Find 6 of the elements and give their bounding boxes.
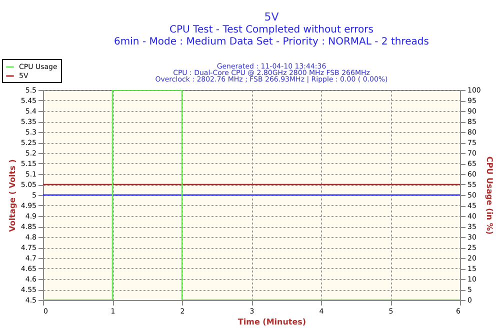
x-axis-title: Time (Minutes) bbox=[238, 318, 306, 326]
text: 6min - Mode : Medium Data Set - Priority : NORMAL - 2 threads bbox=[114, 36, 429, 48]
y2-axis-title: CPU Usage (in %) bbox=[484, 156, 494, 235]
chart-title: 5V bbox=[264, 10, 280, 24]
text: CPU Test - Test Completed without errors bbox=[170, 24, 374, 36]
y-axis-title: Voltage ( Volts ) bbox=[8, 159, 17, 232]
